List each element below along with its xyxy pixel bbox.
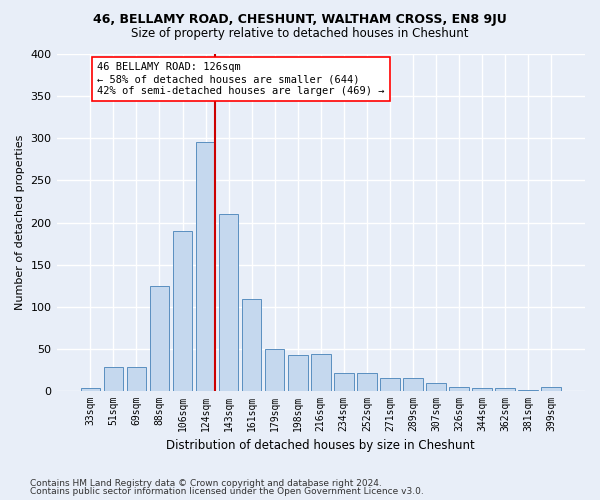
Bar: [149, 286, 169, 391]
Text: 46, BELLAMY ROAD, CHESHUNT, WALTHAM CROSS, EN8 9JU: 46, BELLAMY ROAD, CHESHUNT, WALTHAM CROS…: [93, 12, 507, 26]
Bar: [334, 374, 353, 391]
Text: Contains HM Land Registry data © Crown copyright and database right 2024.: Contains HM Land Registry data © Crown c…: [30, 478, 382, 488]
Bar: [219, 214, 238, 391]
Text: Contains public sector information licensed under the Open Government Licence v3: Contains public sector information licen…: [30, 487, 424, 496]
X-axis label: Distribution of detached houses by size in Cheshunt: Distribution of detached houses by size …: [166, 440, 475, 452]
Bar: [403, 378, 423, 391]
Bar: [196, 142, 215, 391]
Text: Size of property relative to detached houses in Cheshunt: Size of property relative to detached ho…: [131, 28, 469, 40]
Bar: [518, 390, 538, 391]
Bar: [380, 378, 400, 391]
Bar: [357, 374, 377, 391]
Bar: [472, 388, 492, 391]
Y-axis label: Number of detached properties: Number of detached properties: [15, 135, 25, 310]
Bar: [265, 349, 284, 391]
Bar: [288, 355, 308, 391]
Bar: [496, 388, 515, 391]
Bar: [311, 354, 331, 391]
Bar: [426, 382, 446, 391]
Bar: [127, 366, 146, 391]
Bar: [541, 387, 561, 391]
Text: 46 BELLAMY ROAD: 126sqm
← 58% of detached houses are smaller (644)
42% of semi-d: 46 BELLAMY ROAD: 126sqm ← 58% of detache…: [97, 62, 385, 96]
Bar: [104, 366, 123, 391]
Bar: [242, 299, 262, 391]
Bar: [449, 387, 469, 391]
Bar: [80, 388, 100, 391]
Bar: [173, 231, 193, 391]
